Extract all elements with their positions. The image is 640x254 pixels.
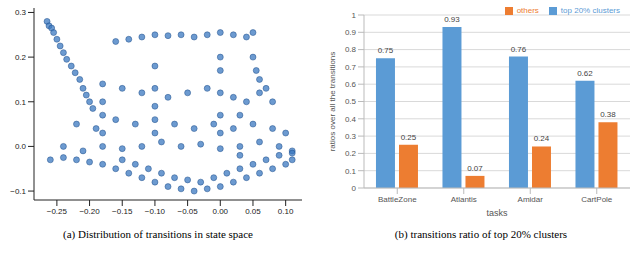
svg-text:0.7: 0.7 <box>345 63 357 72</box>
svg-text:0.62: 0.62 <box>577 69 593 78</box>
html-text:(a) Distribution of transition: (a) Distribution of transitions in state… <box>63 228 253 240</box>
svg-text:−0.15: −0.15 <box>112 207 133 216</box>
svg-text:CartPole: CartPole <box>581 195 613 204</box>
svg-text:BattleZone: BattleZone <box>378 195 417 204</box>
svg-text:0.1: 0.1 <box>15 98 27 107</box>
svg-text:0.25: 0.25 <box>401 133 417 142</box>
html-text:(b) transitions ratio of top 2: (b) transitions ratio of top 20% cluster… <box>394 228 568 240</box>
svg-text:0.38: 0.38 <box>600 110 616 119</box>
svg-text:0.05: 0.05 <box>245 207 261 216</box>
svg-text:0: 0 <box>352 184 357 193</box>
svg-text:0.24: 0.24 <box>534 134 550 143</box>
svg-text:−0.25: −0.25 <box>47 207 68 216</box>
svg-text:0.2: 0.2 <box>345 149 357 158</box>
svg-text:−0.1: −0.1 <box>10 187 26 196</box>
svg-text:0.8: 0.8 <box>345 45 357 54</box>
svg-text:0.75: 0.75 <box>378 46 394 55</box>
svg-text:0.07: 0.07 <box>467 164 483 173</box>
svg-text:0.5: 0.5 <box>345 97 357 106</box>
svg-text:Atlantis: Atlantis <box>451 195 477 204</box>
html-text:others: others <box>516 6 539 15</box>
svg-text:0.9: 0.9 <box>345 28 357 37</box>
svg-text:0.00: 0.00 <box>213 207 229 216</box>
svg-text:0.6: 0.6 <box>345 80 357 89</box>
svg-text:0.3: 0.3 <box>345 132 357 141</box>
svg-text:0.1: 0.1 <box>345 167 357 176</box>
svg-text:ratios over all the transition: ratios over all the transitions <box>328 52 337 152</box>
svg-text:−0.10: −0.10 <box>145 207 166 216</box>
svg-text:0.3: 0.3 <box>15 8 27 17</box>
svg-text:0.2: 0.2 <box>15 53 27 62</box>
svg-text:1: 1 <box>352 11 357 20</box>
svg-text:0.0: 0.0 <box>15 142 27 151</box>
svg-text:−0.05: −0.05 <box>177 207 198 216</box>
html-text:top 20% clusters: top 20% clusters <box>560 6 620 15</box>
svg-text:0.76: 0.76 <box>511 45 527 54</box>
svg-text:0.10: 0.10 <box>278 207 294 216</box>
svg-text:Amidar: Amidar <box>518 195 544 204</box>
svg-text:−0.20: −0.20 <box>79 207 100 216</box>
svg-text:0.93: 0.93 <box>444 15 460 24</box>
svg-text:tasks: tasks <box>486 208 508 218</box>
svg-text:0.4: 0.4 <box>345 115 357 124</box>
